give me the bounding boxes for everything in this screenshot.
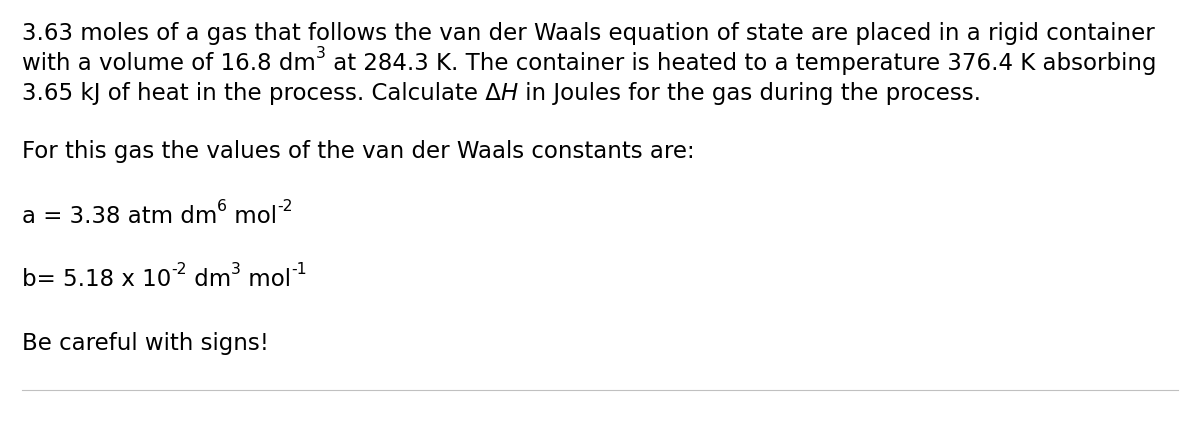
Text: -1: -1 <box>292 262 307 277</box>
Text: 3.65 kJ of heat in the process. Calculate Δ: 3.65 kJ of heat in the process. Calculat… <box>22 82 500 105</box>
Text: H: H <box>500 82 518 105</box>
Text: mol: mol <box>241 268 292 291</box>
Text: at 284.3 K. The container is heated to a temperature 376.4 K absorbing: at 284.3 K. The container is heated to a… <box>325 52 1157 75</box>
Text: 3.63 moles of a gas that follows the van der Waals equation of state are placed : 3.63 moles of a gas that follows the van… <box>22 22 1154 45</box>
Text: mol: mol <box>227 205 277 228</box>
Text: a = 3.38 atm dm: a = 3.38 atm dm <box>22 205 217 228</box>
Text: -2: -2 <box>172 262 187 277</box>
Text: b= 5.18 x 10: b= 5.18 x 10 <box>22 268 172 291</box>
Text: 6: 6 <box>217 199 227 214</box>
Text: 3: 3 <box>232 262 241 277</box>
Text: For this gas the values of the van der Waals constants are:: For this gas the values of the van der W… <box>22 140 695 163</box>
Text: Be careful with signs!: Be careful with signs! <box>22 332 269 355</box>
Text: dm: dm <box>187 268 232 291</box>
Text: in Joules for the gas during the process.: in Joules for the gas during the process… <box>518 82 982 105</box>
Text: -2: -2 <box>277 199 293 214</box>
Text: with a volume of 16.8 dm: with a volume of 16.8 dm <box>22 52 316 75</box>
Text: 3: 3 <box>316 46 325 61</box>
